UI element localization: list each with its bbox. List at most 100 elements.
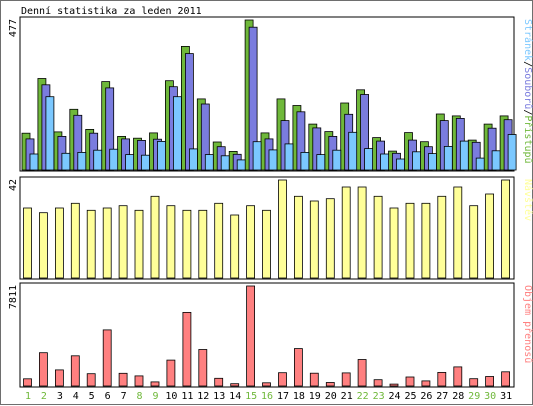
bar-objem-přenosů-day-8 xyxy=(134,375,144,387)
bar-stránek-day-15 xyxy=(252,141,262,171)
bar-stránek-day-10 xyxy=(172,96,182,171)
bar-stránek-day-21 xyxy=(348,131,358,171)
bar-návštěv-day-20 xyxy=(325,198,335,279)
bar-návštěv-day-4 xyxy=(70,202,80,279)
bar-objem-přenosů-day-22 xyxy=(357,359,367,387)
x-tick-label: 18 xyxy=(293,391,305,402)
bar-objem-přenosů-day-7 xyxy=(118,372,128,387)
x-tick-label: 16 xyxy=(261,391,273,402)
legend-entry: Přístupů xyxy=(522,115,533,163)
bar-návštěv-day-8 xyxy=(134,209,144,279)
bar-návštěv-day-31 xyxy=(501,179,511,279)
bar-objem-přenosů-day-18 xyxy=(293,348,303,387)
bar-objem-přenosů-day-25 xyxy=(405,376,415,387)
bar-stránek-day-22 xyxy=(364,148,374,171)
bar-objem-přenosů-day-30 xyxy=(485,376,495,387)
x-tick-label: 1 xyxy=(25,391,31,402)
panel-frame-3 xyxy=(19,282,515,388)
bar-stránek-day-25 xyxy=(412,151,421,171)
bar-stránek-day-8 xyxy=(141,154,150,171)
bar-objem-přenosů-day-21 xyxy=(341,372,351,387)
x-tick-label: 9 xyxy=(152,391,158,402)
x-tick-label: 27 xyxy=(436,391,448,402)
bar-stránek-day-24 xyxy=(396,158,405,171)
bar-objem-přenosů-day-4 xyxy=(70,355,80,387)
bar-stránek-day-9 xyxy=(157,140,166,171)
bar-stránek-day-30 xyxy=(491,150,501,171)
bar-objem-přenosů-day-12 xyxy=(198,349,208,387)
legend-separator: / xyxy=(522,109,533,115)
legend-entry: Souborů xyxy=(522,67,533,109)
x-tick-label: 24 xyxy=(388,391,400,402)
bar-návštěv-day-11 xyxy=(182,209,192,279)
legend-entry: Stránek xyxy=(522,19,533,61)
legend-entry: Objem přenosů xyxy=(522,285,533,363)
bar-návštěv-day-16 xyxy=(262,209,271,279)
x-tick-label: 23 xyxy=(373,391,385,402)
x-tick-label: 26 xyxy=(420,391,432,402)
bar-návštěv-day-30 xyxy=(485,193,495,279)
bar-objem-přenosů-day-9 xyxy=(150,381,160,387)
bar-objem-přenosů-day-26 xyxy=(421,380,431,387)
bar-návštěv-day-28 xyxy=(453,186,463,279)
bar-stránek-day-29 xyxy=(475,157,485,171)
x-tick-label: 4 xyxy=(73,391,79,402)
x-tick-label: 15 xyxy=(245,391,257,402)
x-tick-label: 29 xyxy=(468,391,480,402)
x-tick-label: 14 xyxy=(229,391,241,402)
chart-title: Denní statistika za leden 2011 xyxy=(21,5,202,17)
x-tick-label: 6 xyxy=(105,391,111,402)
x-tick-label: 30 xyxy=(484,391,496,402)
bar-stránek-day-5 xyxy=(93,149,103,171)
bar-návštěv-day-29 xyxy=(469,205,479,279)
bar-stránek-day-20 xyxy=(332,149,342,171)
x-tick-label: 8 xyxy=(136,391,142,402)
bar-stránek-day-4 xyxy=(77,151,87,171)
x-tick-label: 2 xyxy=(41,391,47,402)
x-tick-label: 13 xyxy=(213,391,225,402)
bar-objem-přenosů-day-20 xyxy=(325,382,335,387)
bar-objem-přenosů-day-3 xyxy=(55,369,64,387)
legend-separator: / xyxy=(522,61,533,67)
x-tick-label: 19 xyxy=(309,391,321,402)
bar-návštěv-day-2 xyxy=(39,212,48,279)
panel-3-legend: Objem přenosů xyxy=(522,285,533,363)
bar-stránek-day-23 xyxy=(380,153,390,171)
bar-objem-přenosů-day-5 xyxy=(86,373,96,387)
x-tick-label: 21 xyxy=(341,391,353,402)
bar-stránek-day-12 xyxy=(204,154,214,171)
bar-návštěv-day-13 xyxy=(214,202,224,279)
bar-návštěv-day-1 xyxy=(23,207,32,279)
bar-návštěv-day-5 xyxy=(86,209,96,279)
bar-objem-přenosů-day-11 xyxy=(182,311,192,387)
bar-objem-přenosů-day-28 xyxy=(453,366,463,387)
bar-návštěv-day-27 xyxy=(437,195,447,279)
bar-návštěv-day-10 xyxy=(166,205,176,279)
bar-objem-přenosů-day-16 xyxy=(262,382,271,387)
x-tick-label: 28 xyxy=(452,391,464,402)
panel-3-max-label: 7811 xyxy=(8,285,19,309)
bar-návštěv-day-14 xyxy=(230,214,240,279)
x-tick-label: 12 xyxy=(197,391,209,402)
bar-objem-přenosů-day-10 xyxy=(166,359,176,387)
bar-návštěv-day-3 xyxy=(55,207,64,279)
panel-2-max-label: 42 xyxy=(8,179,19,191)
bar-stránek-day-13 xyxy=(220,155,230,171)
bar-objem-přenosů-day-29 xyxy=(469,378,479,387)
x-tick-label: 7 xyxy=(121,391,127,402)
bar-objem-přenosů-day-27 xyxy=(437,371,447,387)
bar-návštěv-day-22 xyxy=(357,186,367,279)
bar-stránek-day-2 xyxy=(45,96,55,171)
bar-objem-přenosů-day-23 xyxy=(373,379,383,387)
x-tick-label: 17 xyxy=(277,391,289,402)
bar-objem-přenosů-day-31 xyxy=(501,371,511,387)
bar-návštěv-day-7 xyxy=(118,205,128,279)
x-tick-label: 22 xyxy=(357,391,369,402)
x-tick-label: 3 xyxy=(57,391,63,402)
bar-návštěv-day-6 xyxy=(102,207,112,279)
bar-návštěv-day-18 xyxy=(293,195,303,279)
bar-návštěv-day-15 xyxy=(246,205,256,279)
bar-objem-přenosů-day-6 xyxy=(102,329,112,387)
bar-návštěv-day-19 xyxy=(309,200,319,279)
